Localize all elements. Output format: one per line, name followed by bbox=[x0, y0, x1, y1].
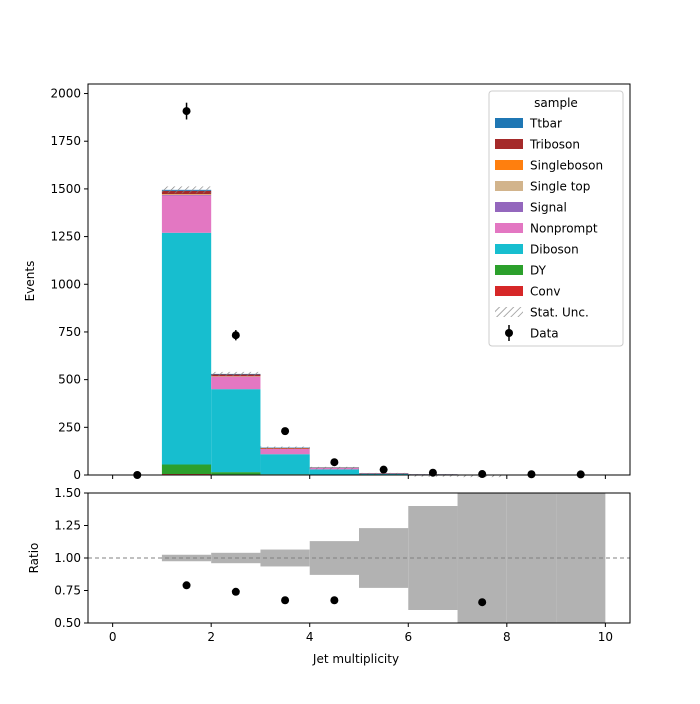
legend-label: Singleboson bbox=[530, 159, 603, 173]
legend-label: Nonprompt bbox=[530, 222, 598, 236]
y-tick-label: 500 bbox=[58, 373, 81, 387]
data-point bbox=[183, 107, 191, 115]
legend-label: Conv bbox=[530, 285, 560, 299]
ratio-point bbox=[183, 581, 191, 589]
y-tick-label: 1000 bbox=[50, 277, 81, 291]
data-point bbox=[330, 458, 338, 466]
stack-bar bbox=[162, 195, 211, 196]
data-point bbox=[281, 427, 289, 435]
stat-unc-rect bbox=[162, 186, 211, 193]
legend-swatch bbox=[495, 307, 523, 317]
x-tick-label: 2 bbox=[207, 630, 215, 644]
ratio-point bbox=[478, 598, 486, 606]
stack-bar bbox=[162, 196, 211, 233]
ratio-y-tick-label: 1.00 bbox=[54, 551, 81, 565]
legend-label: Diboson bbox=[530, 243, 579, 257]
ratio-y-tick-label: 0.50 bbox=[54, 616, 81, 630]
y-tick-label: 1250 bbox=[50, 230, 81, 244]
data-point bbox=[577, 470, 585, 478]
ratio-point bbox=[281, 596, 289, 604]
legend-swatch bbox=[495, 118, 523, 128]
data-point bbox=[527, 470, 535, 478]
legend-title: sample bbox=[534, 96, 578, 110]
stack-bar bbox=[310, 469, 359, 474]
legend-swatch bbox=[495, 139, 523, 149]
data-point bbox=[380, 466, 388, 474]
ratio-point bbox=[232, 588, 240, 596]
legend-label: DY bbox=[530, 264, 547, 278]
legend-label: Signal bbox=[530, 201, 567, 215]
x-axis-label: Jet multiplicity bbox=[312, 652, 399, 666]
legend-swatch bbox=[495, 286, 523, 296]
bottom-y-axis-label: Ratio bbox=[27, 543, 41, 574]
x-tick-label: 10 bbox=[598, 630, 613, 644]
legend-marker bbox=[505, 329, 513, 337]
legend-swatch bbox=[495, 223, 523, 233]
y-tick-label: 1750 bbox=[50, 134, 81, 148]
ratio-y-tick-label: 0.75 bbox=[54, 584, 81, 598]
stack-bar bbox=[211, 472, 260, 474]
legend-swatch bbox=[495, 202, 523, 212]
y-tick-label: 1500 bbox=[50, 182, 81, 196]
legend-label: Stat. Unc. bbox=[530, 306, 589, 320]
legend-swatch bbox=[495, 160, 523, 170]
x-tick-label: 0 bbox=[109, 630, 117, 644]
stack-bar bbox=[211, 377, 260, 389]
legend-label: Triboson bbox=[529, 138, 580, 152]
y-tick-label: 250 bbox=[58, 420, 81, 434]
ratio-point bbox=[330, 596, 338, 604]
stack-bar bbox=[162, 233, 211, 465]
y-tick-label: 750 bbox=[58, 325, 81, 339]
stack-bar bbox=[260, 449, 309, 454]
stack-bar bbox=[260, 454, 309, 474]
y-tick-label: 0 bbox=[73, 468, 81, 482]
stat-unc-rect bbox=[211, 372, 260, 376]
data-point bbox=[232, 331, 240, 339]
x-tick-label: 6 bbox=[404, 630, 412, 644]
legend-label: Single top bbox=[530, 180, 590, 194]
ratio-y-tick-label: 1.50 bbox=[54, 486, 81, 500]
x-tick-label: 8 bbox=[503, 630, 511, 644]
legend-swatch bbox=[495, 181, 523, 191]
legend-label: Data bbox=[530, 327, 559, 341]
x-tick-label: 4 bbox=[306, 630, 314, 644]
data-point bbox=[429, 469, 437, 477]
y-tick-label: 2000 bbox=[50, 87, 81, 101]
top-y-axis-label: Events bbox=[23, 261, 37, 302]
stat-unc-rect bbox=[260, 447, 309, 450]
data-point bbox=[478, 470, 486, 478]
stack-bar bbox=[162, 465, 211, 475]
legend-swatch bbox=[495, 265, 523, 275]
legend-swatch bbox=[495, 244, 523, 254]
ratio-y-tick-label: 1.25 bbox=[54, 519, 81, 533]
stat-unc-rect bbox=[310, 467, 359, 470]
stack-bar bbox=[211, 389, 260, 472]
legend-label: Ttbar bbox=[529, 117, 562, 131]
legend: sample Ttbar Triboson Singleboson Single top… bbox=[489, 91, 623, 346]
